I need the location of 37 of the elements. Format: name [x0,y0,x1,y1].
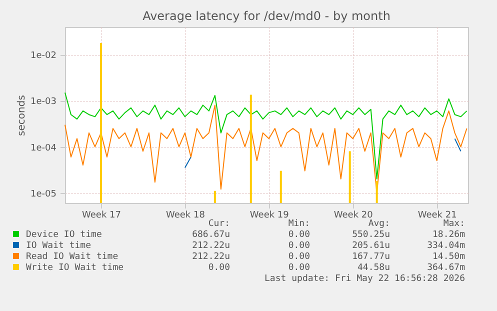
text: 205.61u [352,241,390,251]
legend-label: Device IO time [26,230,102,240]
text: 0.00 [288,241,310,251]
legend-label: Write IO Wait time [26,263,124,273]
text: 0.00 [288,263,310,273]
text: 212.22u [192,241,230,251]
text: 0.00 [288,252,310,262]
text: 686.67u [192,230,230,240]
x-tick-label: Week 19 [250,210,290,220]
text: 212.22u [192,252,230,262]
text: 364.67m [427,263,465,273]
text: Cur: [208,219,230,229]
line-series [64,92,468,180]
x-tick-label: Week 21 [418,210,457,220]
text: 0.00 [288,230,310,240]
text: 44.58u [357,263,390,273]
x-tick-label: Week 20 [334,210,374,220]
text: 18.26m [432,230,465,240]
legend-label: IO Wait time [26,241,92,251]
text: 0.00 [208,263,230,273]
text: Min: [288,219,310,229]
x-tick-label: Week 18 [166,210,206,220]
text: Max: [443,219,465,229]
x-tick-label: Week 17 [82,210,121,220]
chart-title: Average latency for /dev/md0 - by month [142,9,390,23]
text: 14.50m [432,252,465,262]
y-tick-label: 1e-03 [30,97,56,108]
legend-label: Read IO Wait time [26,252,118,262]
text: Last update: Fri May 22 16:56:28 2026 [264,274,465,284]
y-tick-label: 1e-02 [30,51,56,62]
text: 334.04m [427,241,465,251]
y-tick-label: 1e-04 [30,143,57,154]
text: Avg: [368,219,390,229]
text: 167.77u [352,252,390,262]
y-axis-title: seconds [16,95,28,136]
text: 550.25u [352,230,390,240]
y-tick-label: 1e-05 [30,189,56,200]
